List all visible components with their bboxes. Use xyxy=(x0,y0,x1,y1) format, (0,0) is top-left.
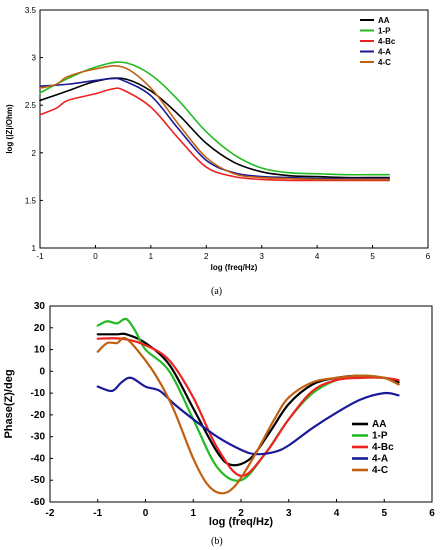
y-tick-label: 2.5 xyxy=(25,101,37,110)
legend-label-4-C: 4-C xyxy=(378,58,391,67)
x-tick-label: 5 xyxy=(370,252,375,261)
legend-label-AA: AA xyxy=(372,419,386,430)
x-tick-label: -1 xyxy=(93,508,102,519)
series-line-4-A xyxy=(96,376,400,456)
series-line-4-Bc xyxy=(96,337,400,477)
x-tick-label: 6 xyxy=(426,252,431,261)
x-tick-label: -1 xyxy=(36,252,44,261)
x-axis-label: log (freq/Hz) xyxy=(211,263,258,272)
x-tick-label: 2 xyxy=(204,252,209,261)
series-line-AA xyxy=(96,332,400,467)
y-tick-label: -40 xyxy=(31,453,46,464)
legend-label-1-P: 1-P xyxy=(372,431,388,442)
y-tick-label: 3 xyxy=(32,54,37,63)
x-tick-label: 6 xyxy=(429,508,435,519)
legend-label-4-Bc: 4-Bc xyxy=(372,442,394,453)
y-tick-label: 1.5 xyxy=(25,196,37,205)
y-axis-label: Phase(Z)/deg xyxy=(3,369,15,438)
y-tick-label: 20 xyxy=(34,323,46,334)
y-axis-label: log (|Z|/Ohm) xyxy=(5,104,14,154)
x-axis-label: log (freq/Hz) xyxy=(209,516,273,528)
y-tick-label: 10 xyxy=(34,345,46,356)
x-tick-label: 0 xyxy=(93,252,98,261)
x-tick-label: 4 xyxy=(315,252,320,261)
x-tick-label: 1 xyxy=(190,508,196,519)
x-tick-label: -2 xyxy=(46,508,55,519)
series-line-4-A xyxy=(39,77,390,180)
legend-label-4-A: 4-A xyxy=(378,48,391,57)
y-tick-label: -50 xyxy=(31,475,46,486)
legend-label-4-A: 4-A xyxy=(372,454,388,465)
y-tick-label: 1 xyxy=(32,244,37,253)
series-line-AA xyxy=(39,77,390,179)
x-tick-label: 3 xyxy=(286,508,292,519)
series-line-4-C xyxy=(96,336,400,495)
y-tick-label: -30 xyxy=(31,432,46,443)
y-tick-label: -10 xyxy=(31,388,46,399)
x-tick-label: 2 xyxy=(238,508,244,519)
panel-a: -1 0 1 2 3 4 5 6 1 1.5 2 2.5 3 3.5 log (freq/Hz) log (|… xyxy=(5,6,431,272)
x-tick-label: 5 xyxy=(381,508,387,519)
legend-label-1-P: 1-P xyxy=(378,27,391,36)
y-tick-label: -60 xyxy=(31,497,46,508)
y-tick-label: 2 xyxy=(32,149,37,158)
panel-b: -2 -1 0 1 2 3 4 5 6-60-50-40-30-20-100102030log … xyxy=(3,301,435,528)
series-line-4-Bc xyxy=(39,87,390,182)
y-tick-label: 30 xyxy=(34,301,46,312)
y-tick-label: 0 xyxy=(39,366,45,377)
x-tick-label: 3 xyxy=(259,252,264,261)
x-tick-label: 1 xyxy=(149,252,154,261)
x-tick-label: 4 xyxy=(334,508,340,519)
caption-b: (b) xyxy=(211,536,223,547)
x-tick-label: 0 xyxy=(143,508,149,519)
plot-frame xyxy=(39,9,429,249)
y-tick-label: 3.5 xyxy=(25,6,37,15)
y-tick-label: -20 xyxy=(31,410,46,421)
series-line-1-P xyxy=(39,61,390,176)
series-line-4-C xyxy=(39,65,390,181)
legend-label-4-Bc: 4-Bc xyxy=(378,37,396,46)
legend-label-AA: AA xyxy=(378,16,390,25)
caption-a: (a) xyxy=(211,286,223,297)
legend-label-4-C: 4-C xyxy=(372,465,388,476)
